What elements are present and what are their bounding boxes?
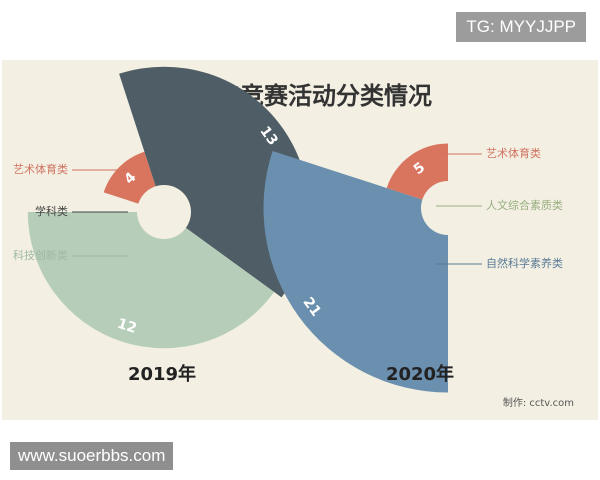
legend-label: 学科类 (35, 204, 68, 218)
chart-2020: 5921艺术体育类人文综合素质类自然科学素养类 (263, 143, 563, 393)
legend-label: 自然科学素养类 (486, 256, 563, 270)
site-watermark: www.suoerbbs.com (10, 442, 174, 470)
source-note: 制作: cctv.com (503, 396, 574, 409)
year-label-2020: 2020年 (386, 363, 454, 385)
center-hole (421, 181, 475, 235)
rose-slice (27, 212, 275, 349)
center-hole (137, 185, 191, 239)
legend-label: 艺术体育类 (486, 146, 541, 160)
legend-label: 艺术体育类 (13, 162, 68, 176)
tg-badge: TG: MYYJJPP (456, 12, 586, 42)
legend-label: 人文综合素质类 (486, 198, 563, 212)
year-label-2019: 2019年 (128, 363, 196, 385)
rose-slice (119, 66, 310, 298)
legend-label: 科技创新类 (13, 248, 68, 262)
rose-slice (263, 150, 448, 393)
slice-value-label: 12 (115, 316, 138, 337)
